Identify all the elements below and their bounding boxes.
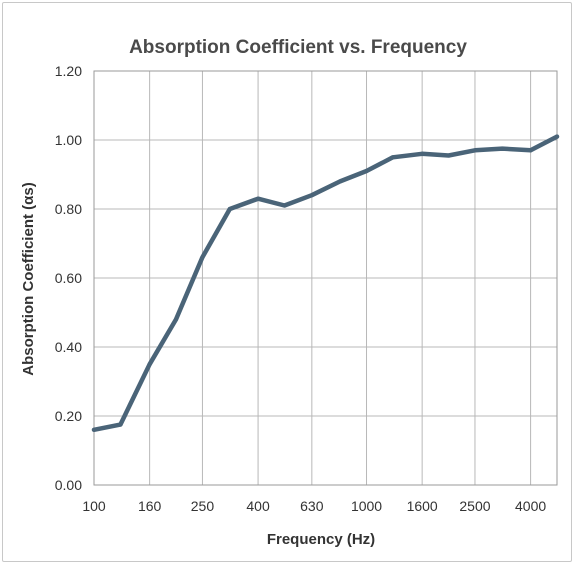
chart: Absorption Coefficient vs. Frequency 0.0…: [20, 37, 560, 548]
y-tick-label: 1.00: [55, 132, 82, 148]
y-tick-label: 0.40: [55, 339, 82, 355]
data-point: [174, 317, 179, 322]
y-axis-label: Absorption Coefficient (αs): [20, 182, 37, 375]
data-point: [256, 196, 261, 201]
data-point: [472, 148, 477, 153]
data-point: [282, 203, 287, 208]
data-point: [147, 362, 152, 367]
data-point: [364, 169, 369, 174]
x-tick-label: 400: [246, 498, 270, 514]
x-tick-label: 100: [82, 498, 106, 514]
data-point: [390, 155, 395, 160]
x-tick-label: 1600: [407, 498, 438, 514]
data-point: [92, 427, 96, 432]
data-point: [200, 255, 205, 260]
y-axis-ticks: 0.00 0.20 0.40 0.60 0.80 1.00 1.20: [55, 63, 82, 493]
data-point: [338, 179, 343, 184]
x-tick-label: 4000: [515, 498, 546, 514]
x-tick-label: 1000: [351, 498, 382, 514]
plot-area: [93, 70, 558, 486]
data-point: [118, 422, 123, 427]
y-tick-label: 0.00: [55, 477, 82, 493]
grid-lines: [93, 70, 557, 486]
chart-frame: Absorption Coefficient vs. Frequency 0.0…: [2, 2, 572, 562]
x-tick-label: 250: [191, 498, 215, 514]
y-tick-label: 0.20: [55, 408, 82, 424]
x-tick-label: 160: [138, 498, 162, 514]
data-point: [555, 134, 559, 139]
x-tick-label: 2500: [459, 498, 490, 514]
chart-title: Absorption Coefficient vs. Frequency: [129, 37, 467, 58]
data-point: [500, 146, 505, 151]
x-axis-ticks: 100 160 250 400 630 1000 1600 2500 4000: [82, 498, 546, 514]
y-tick-label: 0.60: [55, 270, 82, 286]
x-axis-label: Frequency (Hz): [267, 531, 375, 548]
data-point: [420, 151, 425, 156]
x-tick-label: 630: [300, 498, 324, 514]
data-points: [92, 134, 559, 432]
data-point: [528, 148, 533, 153]
y-tick-label: 1.20: [55, 63, 82, 79]
series-line: [91, 134, 560, 433]
data-point: [227, 207, 232, 211]
y-tick-label: 0.80: [55, 201, 82, 217]
data-point: [309, 193, 314, 198]
data-point: [446, 153, 451, 158]
